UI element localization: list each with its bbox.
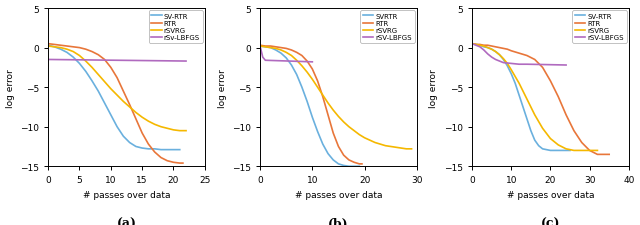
Legend: SV-RTR, RTR, rSVRG, rSV-LBFGS: SV-RTR, RTR, rSVRG, rSV-LBFGS <box>572 11 627 44</box>
Y-axis label: log error: log error <box>6 68 15 107</box>
Text: (b): (b) <box>328 217 349 225</box>
Text: (c): (c) <box>541 217 560 225</box>
X-axis label: # passes over data: # passes over data <box>507 190 594 199</box>
Y-axis label: log error: log error <box>429 68 438 107</box>
Legend: SVRTR, RTR, rSVRG, rSV-LBFGS: SVRTR, RTR, rSVRG, rSV-LBFGS <box>360 11 415 44</box>
Text: (a): (a) <box>116 217 136 225</box>
Y-axis label: log error: log error <box>218 68 227 107</box>
X-axis label: # passes over data: # passes over data <box>294 190 382 199</box>
X-axis label: # passes over data: # passes over data <box>83 190 170 199</box>
Legend: SV-RTR, RTR, rSVRG, rSv-LBFGS: SV-RTR, RTR, rSVRG, rSv-LBFGS <box>148 11 203 44</box>
